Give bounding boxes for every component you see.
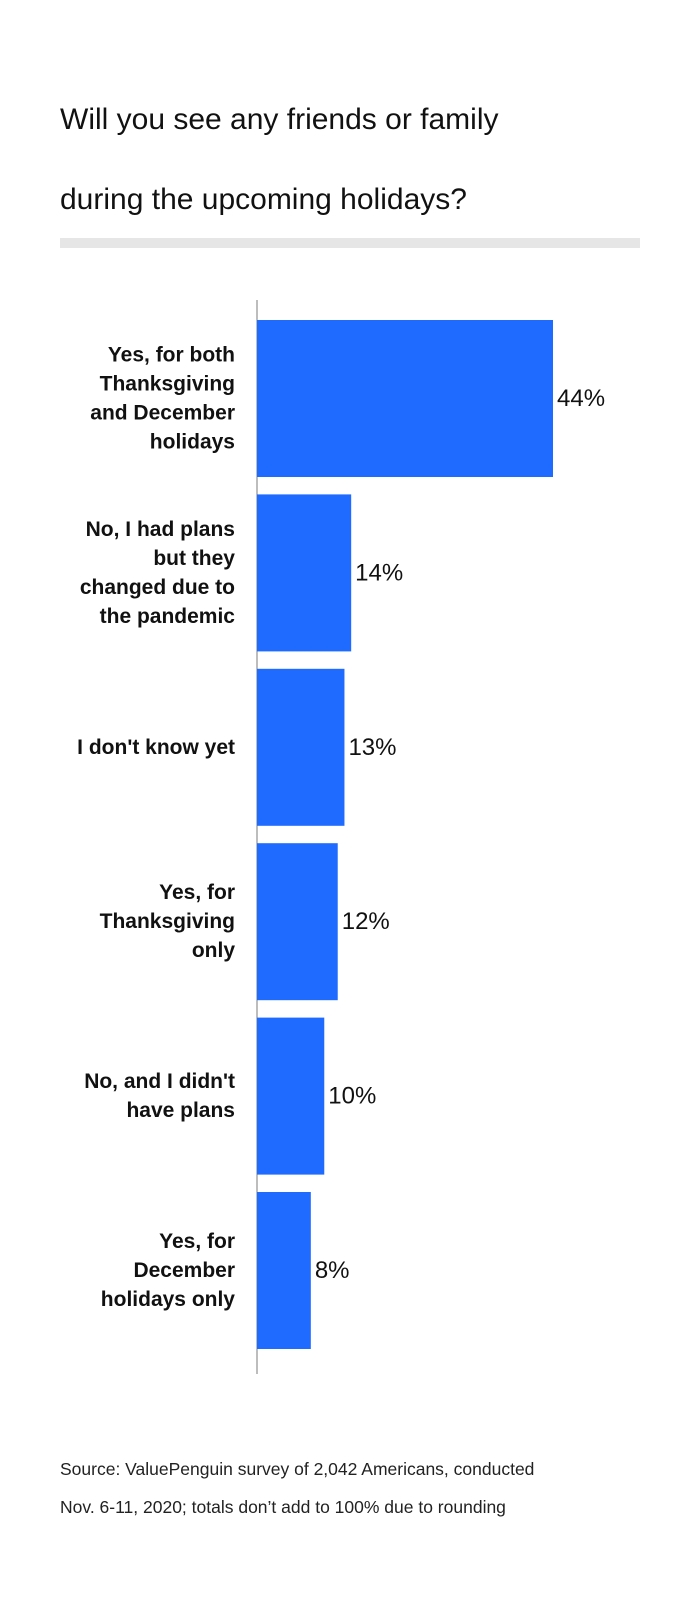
category-label-2-line-0: I don't know yet [77, 736, 235, 759]
bar-2 [257, 668, 345, 826]
bar-3 [257, 843, 338, 1001]
value-label-5: 8% [315, 1257, 350, 1284]
bar-chart: 44% Yes, for both Thanksgiving and December… [77, 300, 605, 1374]
category-label-0-line-0: Yes, for both [108, 344, 235, 367]
category-label-0-line-2: and December [90, 402, 235, 425]
category-label-0: Yes, for both Thanksgiving and December hol… [90, 344, 235, 454]
category-label-3: Yes, for Thanksgiving only [100, 881, 236, 962]
category-label-5-line-0: Yes, for [159, 1230, 235, 1253]
category-label-5: Yes, for December holidays only [101, 1230, 236, 1311]
category-label-1: No, I had plans but they changed due to the… [80, 518, 235, 628]
category-label-3-line-1: Thanksgiving [100, 910, 235, 933]
source-note-line-2: Nov. 6-11, 2020; totals don’t add to 100… [60, 1497, 506, 1517]
source-note-line-1: Source: ValuePenguin survey of 2,042 Ame… [60, 1459, 535, 1479]
chart-title-line-2: during the upcoming holidays? [60, 183, 467, 216]
value-label-3: 12% [342, 908, 390, 935]
category-label-3-line-0: Yes, for [159, 881, 235, 904]
bar-0 [257, 320, 553, 477]
title-divider [60, 238, 640, 248]
category-label-2: I don't know yet [77, 736, 235, 759]
bar-5 [257, 1192, 311, 1349]
chart-title: Will you see any friends or family durin… [60, 80, 640, 240]
category-label-4: No, and I didn't have plans [84, 1070, 235, 1122]
bar-4 [257, 1017, 325, 1175]
category-label-1-line-2: changed due to [80, 576, 235, 599]
category-label-4-line-1: have plans [126, 1099, 235, 1122]
category-label-0-line-3: holidays [150, 431, 235, 454]
source-note: Source: ValuePenguin survey of 2,042 Ame… [60, 1450, 660, 1526]
category-label-1-line-1: but they [153, 547, 235, 570]
category-label-0-line-1: Thanksgiving [100, 373, 235, 396]
category-label-4-line-0: No, and I didn't [84, 1070, 235, 1093]
category-label-1-line-3: the pandemic [100, 605, 236, 628]
bar-1 [257, 494, 352, 652]
value-label-1: 14% [355, 559, 403, 586]
chart-title-line-1: Will you see any friends or family [60, 103, 499, 136]
value-label-4: 10% [328, 1083, 376, 1110]
category-label-1-line-0: No, I had plans [86, 518, 235, 541]
value-label-2: 13% [348, 734, 396, 761]
category-label-5-line-2: holidays only [101, 1288, 236, 1311]
value-label-0: 44% [557, 385, 605, 412]
category-label-5-line-1: December [133, 1259, 235, 1282]
category-label-3-line-2: only [192, 939, 235, 962]
